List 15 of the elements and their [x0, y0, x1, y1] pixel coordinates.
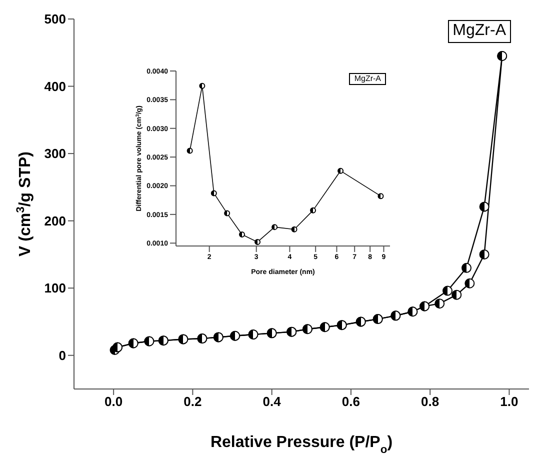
y-tick-label: 300 — [44, 146, 66, 162]
annotation: MgZr-A — [448, 20, 511, 43]
x-tick-label: 0.2 — [184, 394, 202, 410]
y-tick-label: 200 — [44, 213, 66, 228]
x-tick-label: 0.0 — [104, 394, 123, 410]
x-tick-label: 1.0 — [500, 394, 518, 410]
y-tick-label: 0 — [58, 348, 66, 363]
x-tick-label: 0.8 — [421, 394, 440, 410]
annotation: MgZr-A — [349, 73, 386, 86]
x-axis-title: Relative Pressure (P/P$_{o}$) — [210, 434, 393, 456]
y-tick-label: 100 — [44, 280, 66, 296]
y-tick-label: 400 — [44, 78, 66, 94]
y-tick-label: 500 — [44, 12, 66, 27]
x-tick-label: 0.6 — [342, 394, 360, 410]
x-tick-label: 0.4 — [262, 394, 282, 410]
